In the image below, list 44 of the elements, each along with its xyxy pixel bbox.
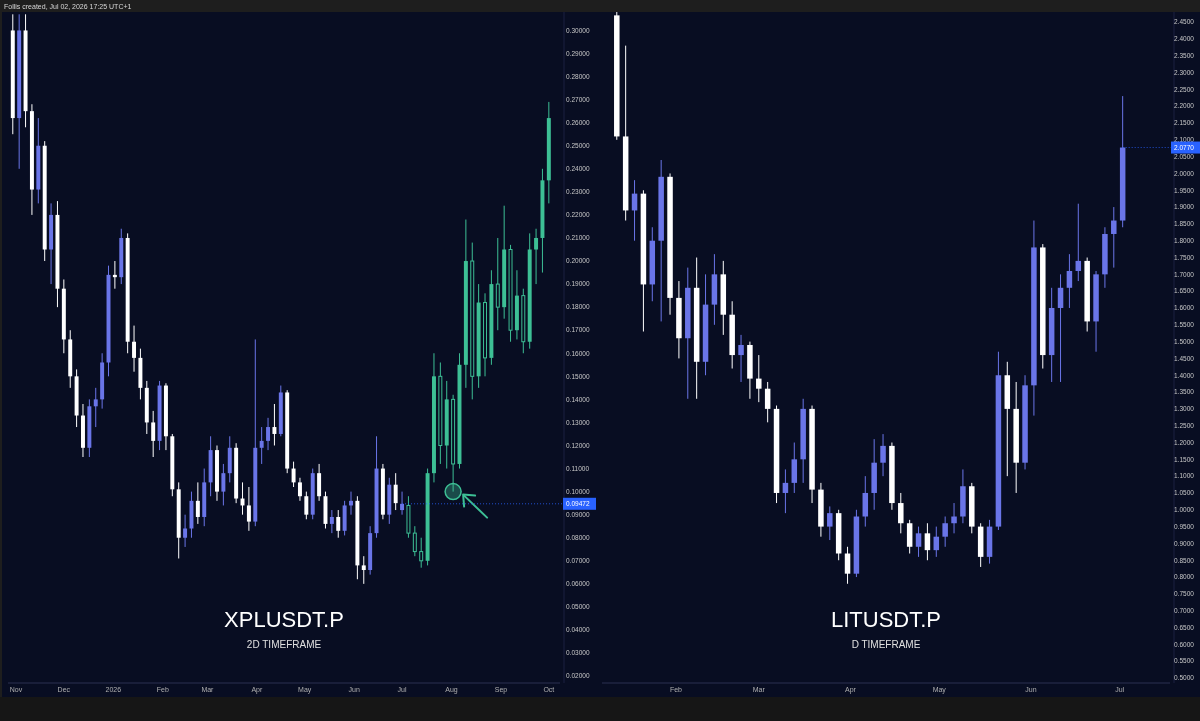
- candlestick: [317, 463, 322, 502]
- text: 2D TIMEFRAME: [246, 639, 322, 650]
- candlestick: [880, 433, 886, 477]
- text: LITUSDT.P: [830, 607, 942, 632]
- candlestick: [291, 461, 296, 488]
- candlestick: [898, 492, 904, 534]
- candlestick: [534, 228, 539, 285]
- candlestick: [329, 509, 334, 534]
- candlestick: [393, 472, 398, 511]
- candlestick: [246, 486, 251, 532]
- candlestick: [1111, 206, 1117, 269]
- candlestick: [906, 519, 913, 555]
- text: XPLUSDT.P: [224, 607, 344, 632]
- candlestick: [272, 403, 277, 446]
- candlestick: [259, 426, 264, 465]
- candlestick: [297, 477, 302, 502]
- candlestick: [1066, 253, 1073, 309]
- candlestick: [738, 334, 744, 383]
- candlestick: [93, 387, 98, 428]
- candlestick: [183, 514, 188, 548]
- candlestick: [266, 417, 271, 451]
- candlestick: [924, 522, 931, 561]
- candlestick: [1057, 273, 1064, 383]
- candlestick: [951, 502, 957, 534]
- candlestick: [764, 381, 771, 423]
- candlestick: [844, 546, 851, 585]
- candlestick: [419, 537, 424, 569]
- candlestick: [915, 526, 922, 558]
- candlestick: [791, 442, 798, 494]
- candlestick: [495, 237, 500, 331]
- candlestick: [221, 463, 226, 506]
- candlestick: [304, 491, 309, 520]
- candlestick: [151, 410, 156, 458]
- candlestick: [336, 509, 341, 539]
- candlestick: [132, 325, 137, 373]
- candlestick: [827, 505, 833, 541]
- candlestick: [412, 525, 417, 557]
- text: D TIMEFRAME: [851, 639, 921, 650]
- candlestick: [942, 516, 948, 548]
- candlestick: [862, 475, 869, 528]
- candlestick: [361, 555, 366, 585]
- candlestick: [400, 491, 405, 516]
- candlestick: [195, 481, 200, 525]
- candlestick: [756, 354, 762, 403]
